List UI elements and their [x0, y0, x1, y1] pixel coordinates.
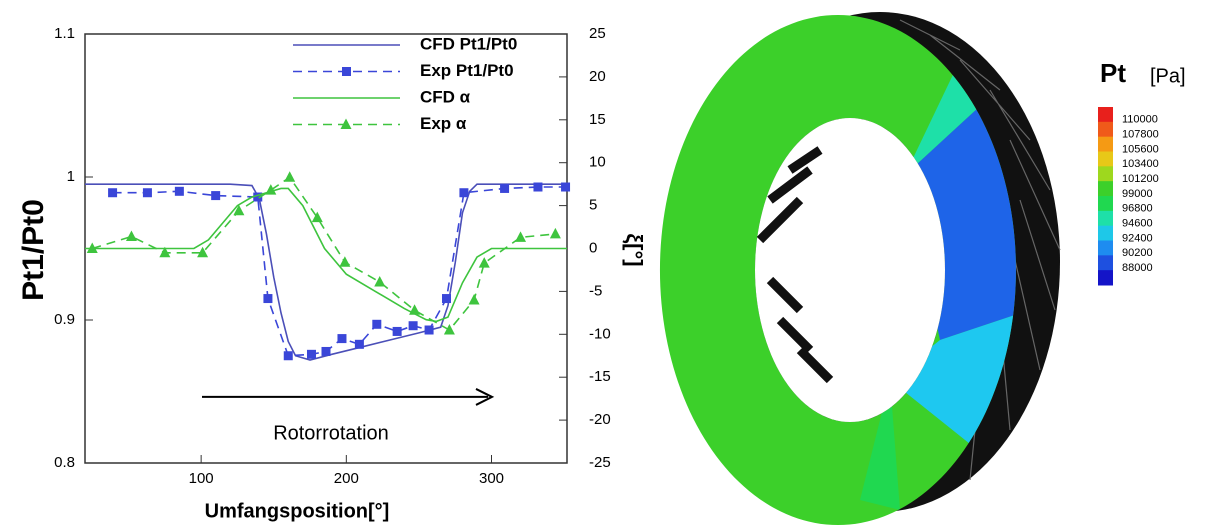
colorbar-band	[1098, 255, 1113, 270]
series-line	[85, 184, 567, 360]
marker	[126, 230, 137, 241]
y2-tick-label: 25	[589, 25, 606, 42]
marker	[355, 340, 364, 349]
y2-tick-label: -25	[589, 454, 611, 471]
colorbar-label: 96800	[1122, 203, 1153, 215]
colorbar-label: 103400	[1122, 158, 1159, 170]
marker	[211, 191, 220, 200]
colorbar-band	[1098, 166, 1113, 181]
colorbar-band	[1098, 196, 1113, 211]
marker	[393, 327, 402, 336]
x-tick-label: 200	[334, 470, 359, 487]
colorbar-band	[1098, 137, 1113, 152]
colorbar-label: 105600	[1122, 143, 1159, 155]
marker	[459, 188, 468, 197]
y-tick-label: 0.9	[54, 311, 75, 328]
marker	[409, 321, 418, 330]
y2-tick-label: -10	[589, 325, 611, 342]
marker	[444, 324, 455, 335]
colorbar-label: 92400	[1122, 232, 1153, 244]
marker	[108, 188, 117, 197]
marker	[469, 294, 480, 305]
series-line	[113, 187, 566, 356]
page: Pt [Pa] 11000010780010560010340010120099…	[0, 0, 1209, 526]
colorbar-band	[1098, 152, 1113, 167]
legend-title: Pt	[1100, 58, 1126, 88]
colorbar-label: 101200	[1122, 173, 1159, 185]
marker	[425, 326, 434, 335]
y2-tick-label: -15	[589, 368, 611, 385]
colorbar-label: 107800	[1122, 129, 1159, 141]
colorbar-band	[1098, 241, 1113, 256]
colorbar-band	[1098, 226, 1113, 241]
y2-tick-label: 20	[589, 68, 606, 85]
y2-axis-title: ξ[°]	[622, 233, 647, 266]
marker	[479, 257, 490, 268]
x-axis-title: Umfangsposition[°]	[205, 500, 390, 522]
legend-label: Exp α	[420, 114, 467, 133]
marker	[515, 231, 526, 242]
colorbar-label: 90200	[1122, 247, 1153, 259]
y2-tick-label: -20	[589, 411, 611, 428]
colorbar-label: 110000	[1122, 114, 1158, 126]
marker	[284, 171, 295, 182]
y2-tick-label: 5	[589, 197, 597, 214]
colorbar-label: 99000	[1122, 188, 1153, 200]
marker	[374, 276, 385, 287]
y-tick-label: 1.1	[54, 25, 75, 42]
marker	[263, 294, 272, 303]
colorbar-label: 88000	[1122, 262, 1153, 274]
y2-tick-label: 0	[589, 239, 597, 256]
marker	[372, 320, 381, 329]
x-tick-label: 100	[189, 470, 214, 487]
contour-legend: Pt [Pa] 110000 107800 105600 103400 101200 99…	[1098, 58, 1186, 286]
marker	[322, 347, 331, 356]
marker	[284, 351, 293, 360]
y-axis-title: Pt1/Pt0	[17, 199, 50, 301]
marker	[265, 184, 276, 195]
colorbar-band	[1098, 181, 1113, 196]
marker	[339, 256, 350, 267]
marker	[533, 183, 542, 192]
marker	[307, 350, 316, 359]
colorbar-band	[1098, 211, 1113, 226]
y2-tick-label: 15	[589, 111, 606, 128]
marker	[143, 188, 152, 197]
marker	[409, 304, 420, 315]
marker	[337, 334, 346, 343]
legend-label: CFD α	[420, 87, 471, 106]
x-tick-label: 300	[479, 470, 504, 487]
marker	[561, 183, 570, 192]
marker	[233, 205, 244, 216]
y-tick-label: 0.8	[54, 454, 75, 471]
legend-label: Exp Pt1/Pt0	[420, 61, 514, 80]
colorbar-band	[1098, 122, 1113, 137]
rotor-image	[660, 12, 1060, 525]
annotation: Rotorrotation	[273, 422, 389, 444]
legend-unit: [Pa]	[1150, 65, 1186, 87]
y2-tick-label: 10	[589, 154, 606, 171]
marker	[500, 184, 509, 193]
legend-label: CFD Pt1/Pt0	[420, 34, 517, 53]
colorbar-label: 94600	[1122, 218, 1153, 230]
marker	[550, 228, 561, 239]
y-tick-label: 1	[67, 168, 75, 185]
legend-marker	[342, 67, 351, 76]
y2-tick-label: -5	[589, 282, 602, 299]
colorbar-band	[1098, 107, 1113, 122]
colorbar-band	[1098, 270, 1113, 285]
marker	[175, 187, 184, 196]
marker	[442, 294, 451, 303]
